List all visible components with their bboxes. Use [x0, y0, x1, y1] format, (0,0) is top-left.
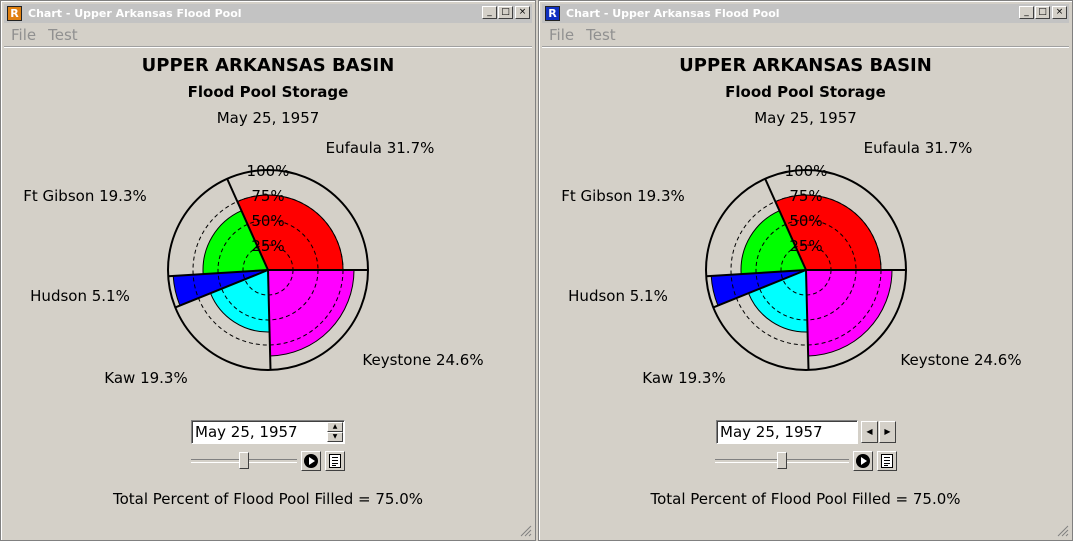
- minimize-button[interactable]: _: [1019, 6, 1034, 19]
- date-input-value: May 25, 1957: [720, 423, 823, 441]
- arrow-right-icon[interactable]: ▶: [879, 421, 896, 443]
- arrow-left-icon[interactable]: ◀: [861, 421, 878, 443]
- window-title: Chart - Upper Arkansas Flood Pool: [28, 7, 242, 20]
- report-icon: [329, 454, 341, 468]
- chart-date: May 25, 1957: [754, 109, 857, 127]
- slice-kaw: [209, 269, 271, 333]
- slice-keystone: [805, 269, 893, 357]
- flood-pool-chart: 25% 50% 75% 100% Eufaula 31.7% Keystone 24.6%…: [561, 139, 1021, 387]
- date-spinner[interactable]: ▲ ▼: [327, 422, 343, 442]
- slice-label-kaw: Kaw 19.3%: [104, 369, 187, 387]
- app-icon[interactable]: R: [7, 6, 22, 21]
- slice-kaw: [747, 269, 809, 333]
- report-button[interactable]: [877, 451, 897, 471]
- slice-label-eufaula: Eufaula 31.7%: [326, 139, 435, 157]
- close-button[interactable]: ×: [515, 6, 530, 19]
- ring-label-75: 75%: [789, 187, 822, 205]
- slider-thumb[interactable]: [239, 452, 249, 469]
- slice-divider: [712, 269, 807, 309]
- total-percent-filled: Total Percent of Flood Pool Filled = 75.…: [112, 490, 424, 508]
- slice-divider: [805, 269, 810, 370]
- ring-label-100: 100%: [247, 162, 290, 180]
- menu-bar: File Test: [542, 25, 1069, 47]
- ring-label-75: 75%: [251, 187, 284, 205]
- slice-keystone: [267, 269, 355, 357]
- slice-divider: [226, 178, 269, 271]
- menu-bar: File Test: [4, 25, 532, 47]
- maximize-button[interactable]: □: [498, 6, 513, 19]
- slice-label-hudson: Hudson 5.1%: [30, 287, 130, 305]
- title-bar[interactable]: R Chart - Upper Arkansas Flood Pool _ □ …: [4, 4, 532, 23]
- chart-title: UPPER ARKANSAS BASIN: [141, 55, 395, 76]
- flood-pool-chart: 25% 50% 75% 100% Eufaula 31.7% Keystone 24.6%…: [23, 139, 483, 387]
- slice-label-ft-gibson: Ft Gibson 19.3%: [561, 187, 685, 205]
- chart-subtitle: Flood Pool Storage: [187, 83, 349, 101]
- report-button[interactable]: [325, 451, 345, 471]
- ring-label-25: 25%: [789, 237, 822, 255]
- app-icon[interactable]: R: [545, 6, 560, 21]
- date-input[interactable]: May 25, 1957 ▲ ▼: [191, 420, 345, 444]
- chart-window-right: R Chart - Upper Arkansas Flood Pool _ □ …: [538, 0, 1073, 541]
- slice-label-keystone: Keystone 24.6%: [362, 351, 483, 369]
- slice-label-hudson: Hudson 5.1%: [568, 287, 668, 305]
- menu-test[interactable]: Test: [586, 26, 616, 44]
- slice-divider: [706, 269, 807, 278]
- slice-label-ft-gibson: Ft Gibson 19.3%: [23, 187, 147, 205]
- ring-label-25: 25%: [251, 237, 284, 255]
- spin-down-icon[interactable]: ▼: [327, 432, 343, 442]
- slice-label-keystone: Keystone 24.6%: [900, 351, 1021, 369]
- slice-label-eufaula: Eufaula 31.7%: [864, 139, 973, 157]
- play-icon: [856, 454, 870, 468]
- slider-thumb[interactable]: [777, 452, 787, 469]
- slice-divider: [168, 269, 269, 278]
- ring-label-50: 50%: [251, 212, 284, 230]
- slice-label-kaw: Kaw 19.3%: [642, 369, 725, 387]
- minimize-button[interactable]: _: [482, 6, 497, 19]
- menu-test[interactable]: Test: [48, 26, 78, 44]
- play-button[interactable]: [301, 451, 321, 471]
- ring-label-50: 50%: [789, 212, 822, 230]
- chart-date: May 25, 1957: [216, 109, 320, 127]
- slice-divider: [764, 178, 807, 271]
- chart-subtitle: Flood Pool Storage: [725, 83, 886, 101]
- slice-divider: [174, 269, 269, 309]
- window-title: Chart - Upper Arkansas Flood Pool: [566, 7, 780, 20]
- chart-window-left: R Chart - Upper Arkansas Flood Pool _ □ …: [0, 0, 536, 541]
- total-percent-filled: Total Percent of Flood Pool Filled = 75.…: [650, 490, 961, 508]
- date-input-value: May 25, 1957: [195, 423, 298, 441]
- maximize-button[interactable]: □: [1035, 6, 1050, 19]
- ring-label-100: 100%: [785, 162, 828, 180]
- chart-title: UPPER ARKANSAS BASIN: [679, 55, 932, 76]
- play-button[interactable]: [853, 451, 873, 471]
- date-input[interactable]: May 25, 1957: [716, 420, 858, 444]
- spin-up-icon[interactable]: ▲: [327, 422, 343, 432]
- resize-grip-icon[interactable]: [1057, 525, 1069, 537]
- menu-file[interactable]: File: [11, 26, 37, 44]
- play-icon: [304, 454, 318, 468]
- resize-grip-icon[interactable]: [520, 525, 532, 537]
- menu-file[interactable]: File: [549, 26, 575, 44]
- title-bar[interactable]: R Chart - Upper Arkansas Flood Pool _ □ …: [542, 4, 1069, 23]
- slice-divider: [267, 269, 272, 370]
- close-button[interactable]: ×: [1052, 6, 1067, 19]
- report-icon: [881, 454, 893, 468]
